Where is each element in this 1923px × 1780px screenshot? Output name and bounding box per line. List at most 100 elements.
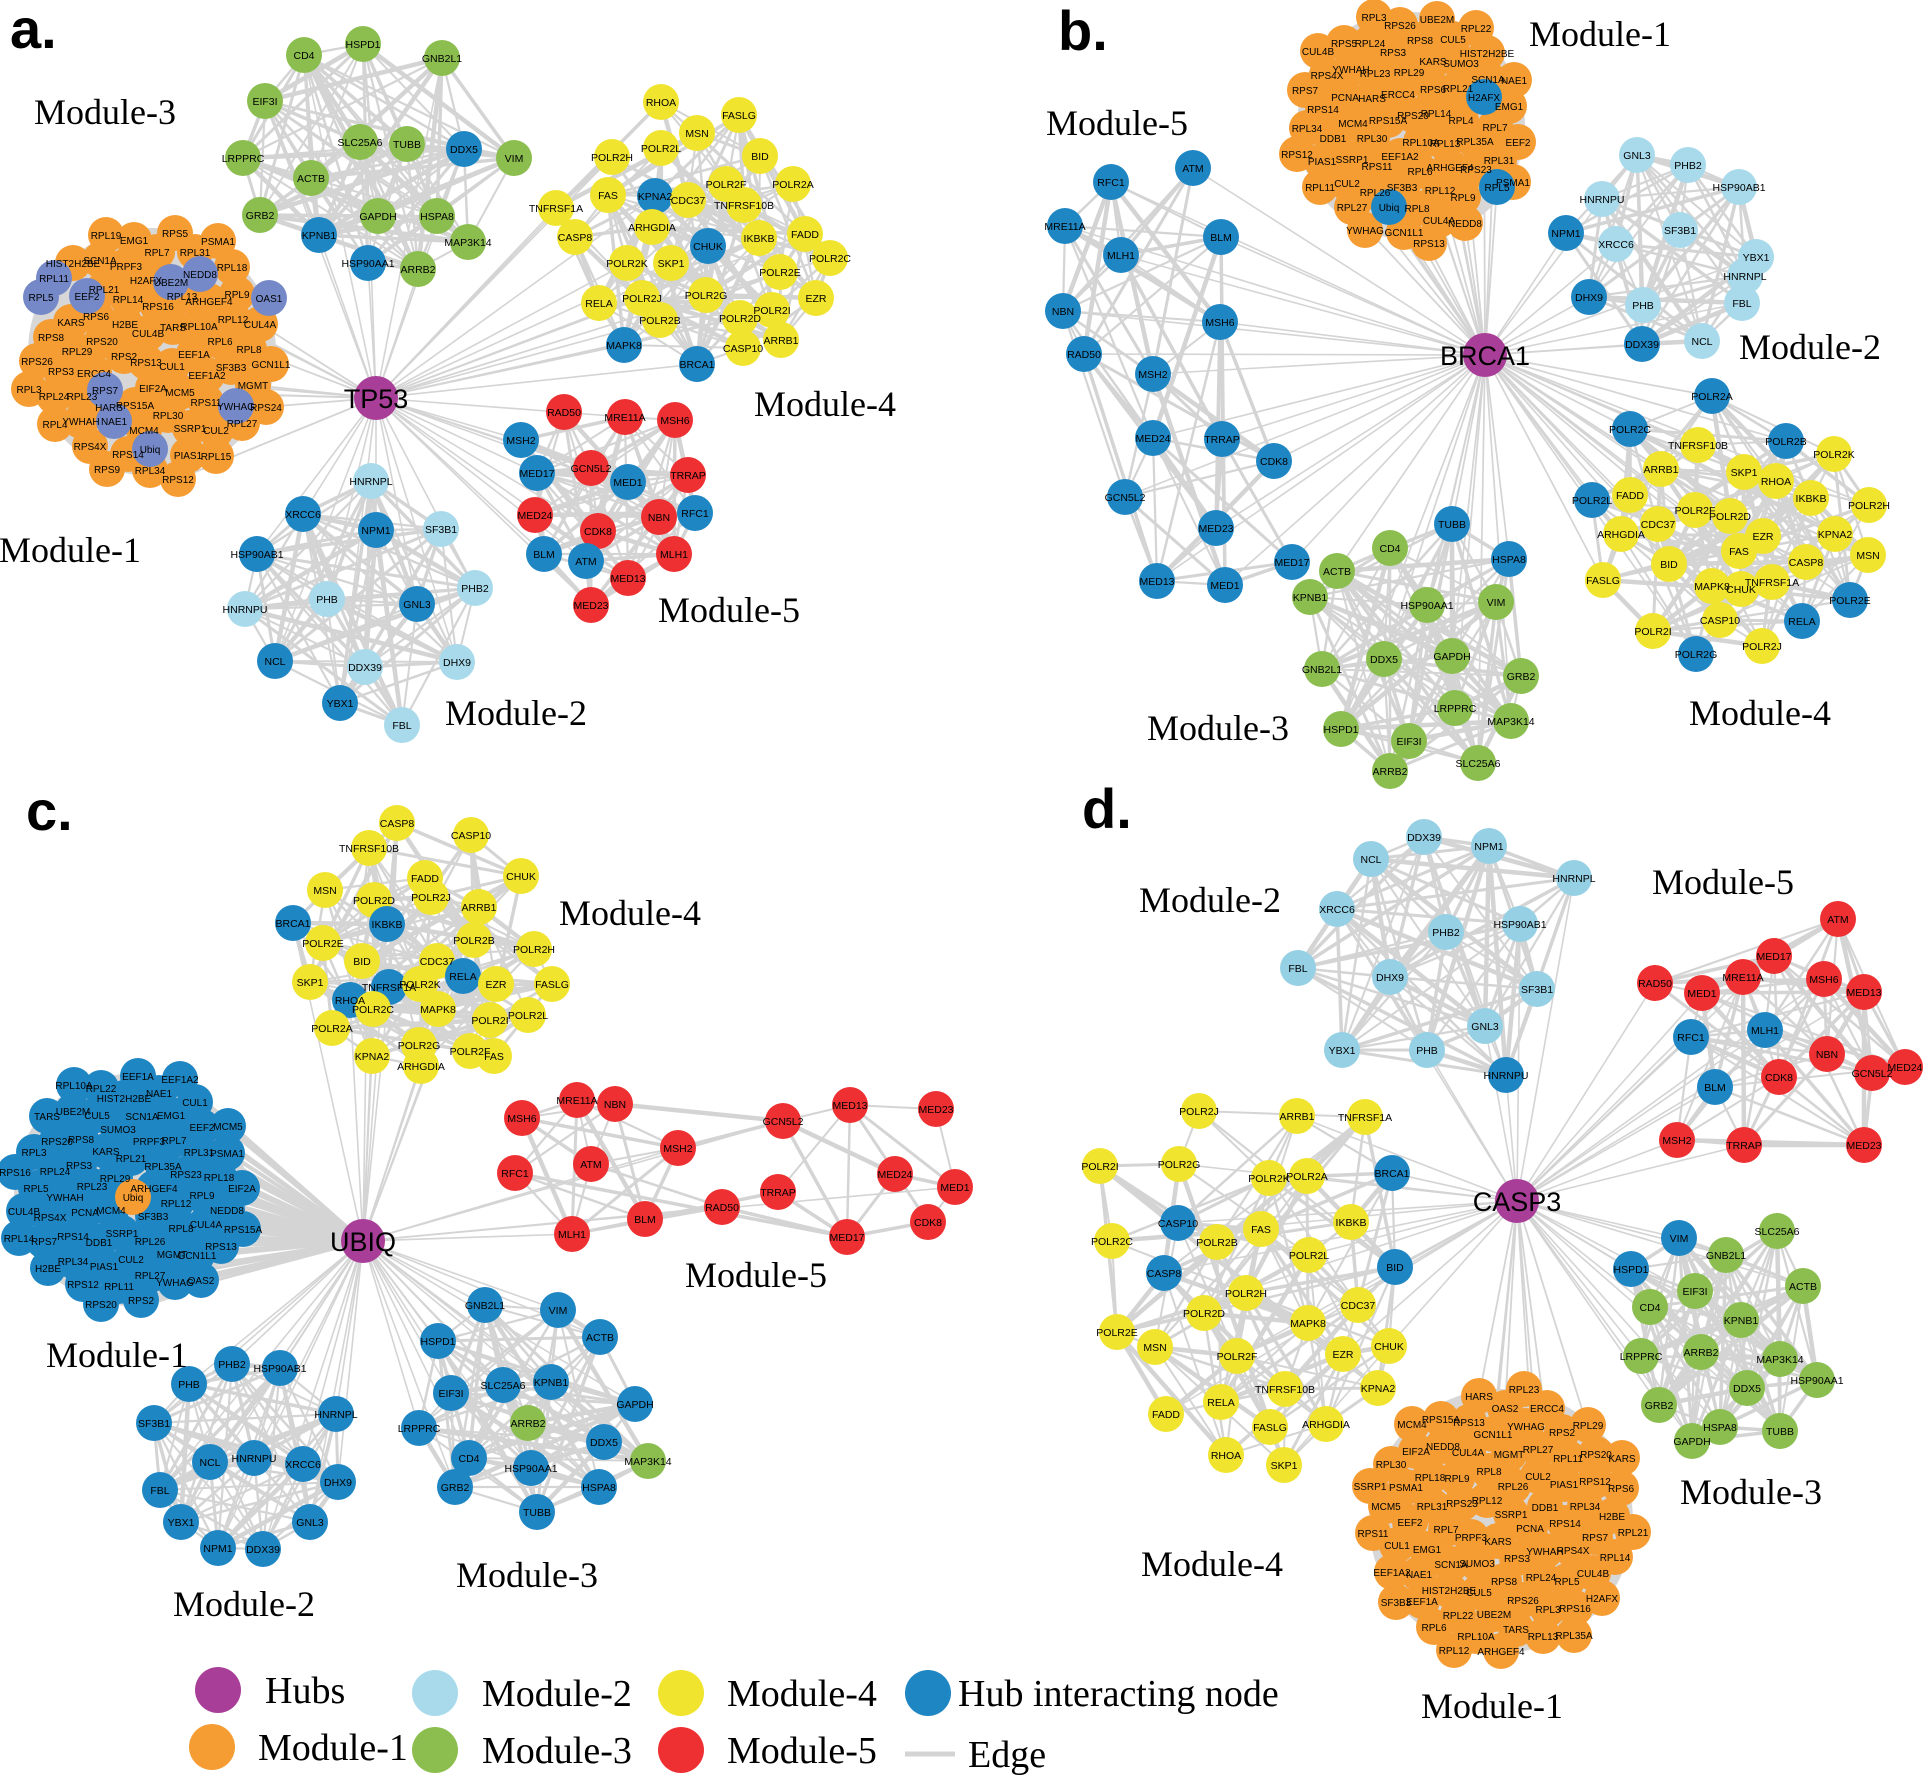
svg-text:c.: c. (26, 779, 73, 842)
svg-text:RPS6: RPS6 (83, 312, 110, 323)
svg-text:Module-1: Module-1 (46, 1335, 188, 1375)
svg-text:POLR2K: POLR2K (399, 979, 440, 991)
svg-text:EEF1A2: EEF1A2 (1373, 1568, 1411, 1579)
svg-text:Ubiq: Ubiq (140, 445, 161, 456)
svg-text:GNB2L1: GNB2L1 (1706, 1250, 1746, 1262)
svg-text:MGMT: MGMT (1494, 1450, 1525, 1461)
svg-text:CDK8: CDK8 (584, 526, 612, 538)
svg-text:BLM: BLM (634, 1214, 656, 1226)
svg-text:PSMA1: PSMA1 (210, 1149, 244, 1160)
svg-text:ATM: ATM (1182, 163, 1203, 175)
svg-text:CASP3: CASP3 (1473, 1187, 1562, 1217)
svg-text:GCN5L2: GCN5L2 (571, 463, 612, 475)
svg-text:HSP90AA1: HSP90AA1 (341, 258, 394, 270)
svg-text:MAPK8: MAPK8 (1694, 581, 1730, 593)
svg-text:RELA: RELA (585, 298, 612, 310)
svg-text:RPL18: RPL18 (204, 1173, 235, 1184)
svg-text:POLR2I: POLR2I (1081, 1161, 1118, 1173)
svg-text:CD4: CD4 (1639, 1302, 1660, 1314)
svg-text:DDX5: DDX5 (450, 144, 478, 156)
svg-text:TNFRSF10B: TNFRSF10B (714, 200, 774, 212)
svg-text:ACTB: ACTB (1323, 566, 1351, 578)
svg-text:RPL6: RPL6 (207, 337, 232, 348)
svg-text:KPNA2: KPNA2 (355, 1051, 390, 1063)
svg-text:MSH2: MSH2 (1662, 1135, 1691, 1147)
svg-text:LRPPRC: LRPPRC (222, 153, 265, 165)
svg-text:MSH6: MSH6 (1205, 317, 1234, 329)
svg-text:CASP10: CASP10 (1158, 1218, 1198, 1230)
svg-text:MED23: MED23 (1198, 523, 1233, 535)
svg-text:Ubiq: Ubiq (1379, 203, 1400, 214)
svg-text:RPL7: RPL7 (144, 248, 169, 259)
svg-text:CUL2: CUL2 (1525, 1472, 1551, 1483)
svg-text:RPL22: RPL22 (1461, 24, 1492, 35)
svg-text:MGMT: MGMT (238, 381, 269, 392)
svg-text:ARRB1: ARRB1 (1279, 1111, 1314, 1123)
svg-text:CDC37: CDC37 (671, 195, 706, 207)
svg-text:RPL3: RPL3 (1535, 1605, 1560, 1616)
svg-text:ARHGDIA: ARHGDIA (397, 1061, 445, 1073)
svg-text:GCN5L2: GCN5L2 (1852, 1068, 1893, 1080)
svg-text:EEF2: EEF2 (1505, 138, 1530, 149)
svg-text:UBE2M: UBE2M (1420, 15, 1454, 26)
svg-text:Module-4: Module-4 (1141, 1544, 1283, 1584)
svg-text:GCN1L1: GCN1L1 (252, 360, 291, 371)
svg-text:H2AFX: H2AFX (1468, 93, 1501, 104)
svg-text:RPS23: RPS23 (170, 1170, 202, 1181)
svg-text:RPL29: RPL29 (1394, 68, 1425, 79)
svg-text:MED1: MED1 (940, 1182, 969, 1194)
svg-text:YWHAG: YWHAG (1346, 226, 1384, 237)
svg-text:RPL11: RPL11 (1305, 183, 1335, 194)
svg-text:RPL30: RPL30 (1357, 134, 1388, 145)
svg-text:PHB2: PHB2 (1674, 160, 1702, 172)
svg-text:LRPPRC: LRPPRC (1434, 703, 1477, 715)
svg-text:a.: a. (10, 0, 57, 60)
svg-text:RPS16: RPS16 (142, 302, 174, 313)
svg-text:RPL29: RPL29 (1573, 1421, 1604, 1432)
svg-text:RPL4: RPL4 (42, 420, 67, 431)
svg-text:POLR2A: POLR2A (1691, 391, 1732, 403)
svg-text:RPS6: RPS6 (1608, 1484, 1635, 1495)
svg-text:RPL26: RPL26 (1498, 1482, 1529, 1493)
svg-text:Module-3: Module-3 (34, 92, 176, 132)
svg-text:EIF3I: EIF3I (438, 1388, 463, 1400)
svg-text:GAPDH: GAPDH (359, 211, 396, 223)
svg-text:BLM: BLM (533, 549, 555, 561)
svg-text:POLR2L: POLR2L (641, 143, 681, 155)
svg-text:CDC37: CDC37 (420, 956, 455, 968)
svg-text:PCNA: PCNA (1516, 1524, 1544, 1535)
svg-text:RPS12: RPS12 (1579, 1477, 1611, 1488)
svg-text:CDK8: CDK8 (914, 1217, 942, 1229)
svg-text:RPL14: RPL14 (1421, 109, 1452, 120)
svg-text:HNRNPL: HNRNPL (349, 476, 392, 488)
svg-text:POLR2I: POLR2I (471, 1015, 508, 1027)
svg-text:MED13: MED13 (610, 573, 645, 585)
svg-text:Module-2: Module-2 (1739, 327, 1881, 367)
svg-text:RPS7: RPS7 (31, 1237, 58, 1248)
svg-text:PRPF3: PRPF3 (1455, 1533, 1488, 1544)
svg-text:RPS11: RPS11 (1358, 1529, 1389, 1540)
svg-text:XRCC6: XRCC6 (1319, 904, 1355, 916)
svg-text:SF3B3: SF3B3 (1387, 183, 1418, 194)
svg-text:FASLG: FASLG (535, 979, 569, 991)
svg-text:RPL7: RPL7 (1482, 123, 1507, 134)
svg-text:SF3B1: SF3B1 (1664, 225, 1696, 237)
svg-text:FADD: FADD (791, 229, 819, 241)
svg-text:MSN: MSN (313, 885, 336, 897)
svg-text:PHB2: PHB2 (218, 1359, 246, 1371)
svg-text:RPL11: RPL11 (39, 274, 69, 285)
svg-text:ATM: ATM (575, 556, 596, 568)
svg-text:MCM4: MCM4 (1397, 1420, 1427, 1431)
svg-text:CUL1: CUL1 (182, 1098, 208, 1109)
svg-text:OAS1: OAS1 (256, 294, 283, 305)
svg-text:RPS26: RPS26 (21, 357, 53, 368)
svg-text:NEDD8: NEDD8 (210, 1206, 244, 1217)
svg-text:RPS2: RPS2 (111, 352, 138, 363)
svg-text:RFC1: RFC1 (501, 1168, 529, 1180)
svg-text:ARHGDIA: ARHGDIA (1597, 529, 1645, 541)
svg-text:MED24: MED24 (1135, 433, 1170, 445)
svg-text:MED23: MED23 (573, 600, 608, 612)
svg-text:IKBKB: IKBKB (372, 919, 403, 931)
svg-text:RPL34: RPL34 (1292, 124, 1323, 135)
svg-text:XRCC6: XRCC6 (285, 1459, 321, 1471)
